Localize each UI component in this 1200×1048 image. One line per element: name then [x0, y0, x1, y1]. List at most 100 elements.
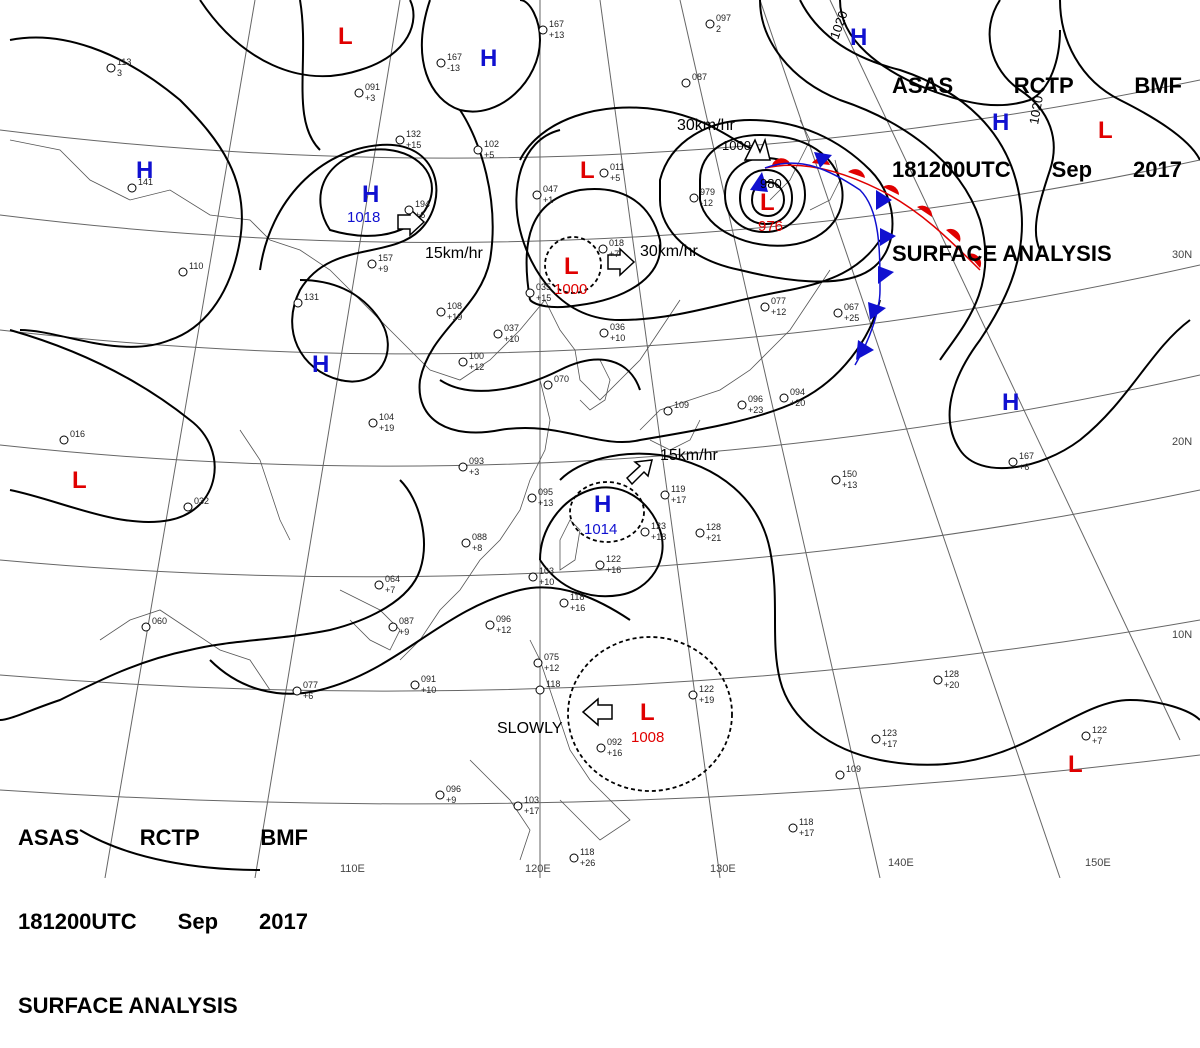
station-tendency: +15: [406, 140, 421, 150]
station-tendency: +20: [944, 680, 959, 690]
high-symbol: H: [850, 24, 867, 51]
station-tendency: 3: [117, 68, 122, 78]
station-pressure: 037: [504, 323, 519, 333]
movement-arrows: [397, 137, 771, 727]
station-pressure: 091: [365, 82, 380, 92]
movement-label: SLOWLY: [497, 720, 563, 737]
low-symbol: L: [72, 467, 87, 494]
station-pressure: 100: [469, 351, 484, 361]
low-symbol: L: [580, 157, 595, 184]
station-tendency: +17: [799, 828, 814, 838]
station-pressure: 979: [700, 187, 715, 197]
header-station: RCTP: [1013, 73, 1074, 98]
header-year: 2017: [1133, 157, 1182, 182]
low-symbol: L: [760, 189, 775, 216]
station-pressure: 122: [699, 684, 714, 694]
station-tendency: +23: [748, 405, 763, 415]
station-tendency: +6: [415, 210, 425, 220]
station-tendency: +3: [365, 93, 375, 103]
station-tendency: +10: [421, 685, 436, 695]
movement-label: 30km/hr: [677, 117, 735, 134]
station-pressure: 095: [538, 487, 553, 497]
station-pressure: 088: [472, 532, 487, 542]
chart-header-bottom-left: ASAS RCTP BMF 181200UTC Sep 2017 SURFACE ANA…: [18, 768, 308, 1048]
station-pressure: 018: [609, 238, 624, 248]
station-tendency: +13: [538, 498, 553, 508]
header-code: BMF: [260, 825, 308, 850]
station-pressure: 077: [771, 296, 786, 306]
high-symbol: H: [312, 351, 329, 378]
station-pressure: 157: [378, 253, 393, 263]
high-symbol: H: [594, 491, 611, 518]
station-pressure: 097: [716, 13, 731, 23]
lon-label: 110E: [340, 863, 365, 875]
station-pressure: 096: [496, 614, 511, 624]
station-tendency: +13: [549, 30, 564, 40]
station-tendency: +9: [378, 264, 388, 274]
station-pressure: 032: [194, 496, 209, 506]
station-tendency: +8: [472, 543, 482, 553]
station-tendency: +17: [524, 806, 539, 816]
lon-label: 150E: [1085, 857, 1111, 869]
low-symbol: L: [564, 253, 579, 280]
high-symbol: H: [1002, 389, 1019, 416]
high-value: 1014: [584, 521, 617, 538]
movement-label: 15km/hr: [425, 245, 483, 262]
station-pressure: 036: [610, 322, 625, 332]
station-pressure: 118: [546, 679, 560, 689]
station-pressure: 118: [570, 592, 584, 602]
station-tendency: +12: [469, 362, 484, 372]
header-agency: ASAS: [892, 73, 954, 98]
header-time: 181200UTC: [18, 909, 137, 934]
station-tendency: +13: [842, 480, 857, 490]
station-tendency: +5: [610, 173, 620, 183]
movement-label: 15km/hr: [660, 447, 718, 464]
high-symbol: H: [362, 181, 379, 208]
header-month: Sep: [1051, 157, 1093, 182]
station-tendency: +21: [706, 533, 721, 543]
parallel-lines: [0, 79, 1200, 805]
station-tendency: +12: [771, 307, 786, 317]
station-pressure: 047: [543, 184, 558, 194]
station-pressure: 122: [1092, 725, 1107, 735]
station-pressure: 141: [138, 177, 153, 187]
header-time: 181200UTC: [892, 157, 1011, 182]
station-tendency: +6: [303, 691, 313, 701]
header-year: 2017: [259, 909, 308, 934]
station-tendency: +7: [385, 585, 395, 595]
station-pressure: 167: [1019, 451, 1034, 461]
station-tendency: +16: [607, 748, 622, 758]
station-tendency: +19: [379, 423, 394, 433]
station-tendency: +25: [844, 313, 859, 323]
station-tendency: +12: [496, 625, 511, 635]
station-tendency: +9: [446, 795, 456, 805]
lon-label: 130E: [710, 863, 736, 875]
movement-label: 30km/hr: [640, 243, 698, 260]
low-symbol: L: [1068, 751, 1083, 778]
high-symbol: H: [480, 45, 497, 72]
station-pressure: 016: [70, 429, 85, 439]
station-pressure: 122: [606, 554, 621, 564]
station-tendency: +7: [609, 249, 619, 259]
pressure-centers: L H H H 1018 H L L 1000 L 976 H H L L H …: [72, 23, 1113, 778]
station-pressure: 087: [399, 616, 414, 626]
station-pressure: 167: [447, 52, 462, 62]
station-pressure: 075: [544, 652, 559, 662]
header-month: Sep: [177, 909, 219, 934]
station-pressure: 150: [842, 469, 857, 479]
header-title: SURFACE ANALYSIS: [18, 993, 238, 1018]
station-pressure: 128: [944, 669, 959, 679]
header-station: RCTP: [139, 825, 200, 850]
high-value: 1018: [347, 209, 380, 226]
station-pressure: 109: [674, 400, 689, 410]
station-pressure: 123: [882, 728, 897, 738]
station-tendency: +10: [539, 577, 554, 587]
isobar-label: 1020: [1026, 94, 1046, 125]
low-symbol: L: [338, 23, 353, 50]
station-pressure: 109: [846, 764, 861, 774]
station-tendency: +17: [882, 739, 897, 749]
low-value: 1008: [631, 729, 664, 746]
isobars: [0, 0, 1200, 871]
station-pressure: 110: [189, 261, 203, 271]
